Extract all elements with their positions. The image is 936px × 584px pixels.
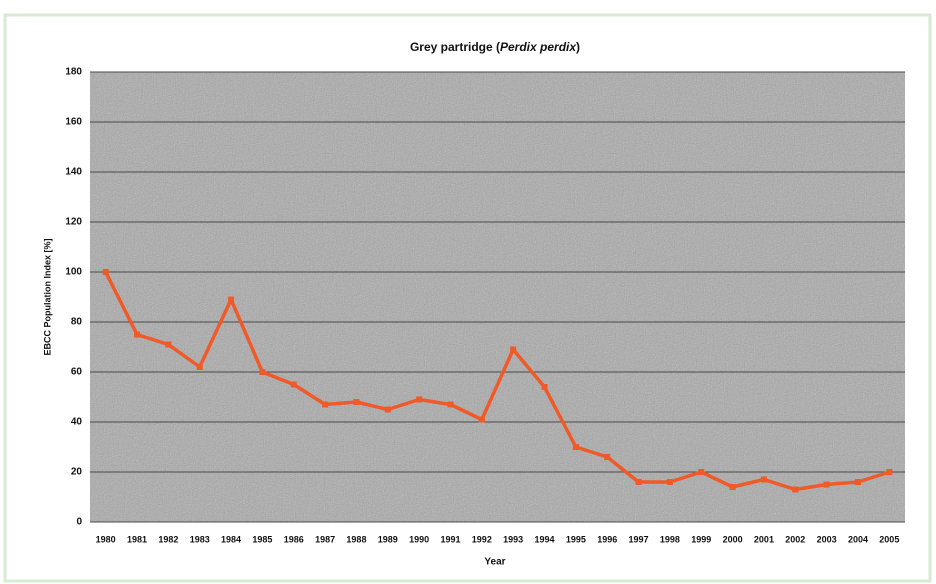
- x-tick-label: 1995: [566, 534, 586, 544]
- y-tick-label: 160: [65, 117, 82, 128]
- y-tick-label: 60: [71, 367, 83, 378]
- x-tick-label: 1989: [378, 534, 398, 544]
- data-point: [824, 482, 830, 488]
- data-point: [134, 332, 140, 338]
- data-point: [667, 479, 673, 485]
- data-point: [855, 479, 861, 485]
- data-point: [573, 444, 579, 450]
- data-point: [604, 454, 610, 460]
- x-tick-label: 2001: [754, 534, 774, 544]
- data-point: [291, 382, 297, 388]
- x-tick-label: 1994: [535, 534, 555, 544]
- x-tick-label: 2000: [723, 534, 743, 544]
- y-tick-label: 180: [65, 67, 82, 78]
- title-part: ): [576, 40, 580, 54]
- x-tick-label: 2002: [785, 534, 805, 544]
- x-tick-label: 1991: [440, 534, 460, 544]
- x-tick-label: 1987: [315, 534, 335, 544]
- x-tick-label: 1992: [472, 534, 492, 544]
- data-point: [259, 369, 265, 375]
- y-tick-label: 80: [71, 317, 83, 328]
- x-tick-label: 1986: [284, 534, 304, 544]
- x-tick-label: 2004: [848, 534, 868, 544]
- x-tick-label: 1993: [503, 534, 523, 544]
- y-tick-label: 140: [65, 167, 82, 178]
- x-tick-label: 1982: [158, 534, 178, 544]
- data-point: [322, 402, 328, 408]
- x-tick-label: 1980: [96, 534, 116, 544]
- data-point: [730, 484, 736, 490]
- data-point: [197, 364, 203, 370]
- data-point: [636, 479, 642, 485]
- x-tick-label: 1981: [127, 534, 147, 544]
- chart: Grey partridge (Perdix perdix) Year EBCC…: [0, 0, 936, 584]
- x-tick-label: 2005: [879, 534, 899, 544]
- x-tick-label: 1984: [221, 534, 241, 544]
- data-point: [228, 297, 234, 303]
- x-tick-label: 1983: [190, 534, 210, 544]
- data-point: [165, 342, 171, 348]
- x-tick-label: 1998: [660, 534, 680, 544]
- y-tick-label: 40: [71, 417, 83, 428]
- data-point: [479, 417, 485, 423]
- x-tick-label: 1999: [691, 534, 711, 544]
- chart-title: Grey partridge (Perdix perdix): [410, 40, 580, 54]
- data-point: [510, 347, 516, 353]
- data-point: [353, 399, 359, 405]
- x-tick-label: 1990: [409, 534, 429, 544]
- data-point: [103, 269, 109, 275]
- data-point: [416, 397, 422, 403]
- x-tick-label: 1996: [597, 534, 617, 544]
- x-tick-label: 2003: [817, 534, 837, 544]
- data-point: [385, 407, 391, 413]
- data-point: [792, 487, 798, 493]
- data-point: [761, 477, 767, 483]
- x-tick-label: 1997: [629, 534, 649, 544]
- data-point: [886, 469, 892, 475]
- title-part: Perdix perdix: [500, 40, 577, 54]
- y-tick-label: 20: [71, 467, 83, 478]
- y-tick-label: 0: [76, 517, 82, 528]
- plot-texture: [90, 72, 905, 522]
- data-point: [447, 402, 453, 408]
- x-tick-label: 1988: [346, 534, 366, 544]
- x-axis-label: Year: [484, 557, 505, 568]
- y-axis-label: EBCC Population Index [%]: [42, 238, 52, 355]
- x-tick-label: 1985: [252, 534, 272, 544]
- data-point: [698, 469, 704, 475]
- data-point: [542, 384, 548, 390]
- title-part: Grey partridge (: [410, 40, 500, 54]
- y-tick-label: 120: [65, 217, 82, 228]
- y-tick-label: 100: [65, 267, 82, 278]
